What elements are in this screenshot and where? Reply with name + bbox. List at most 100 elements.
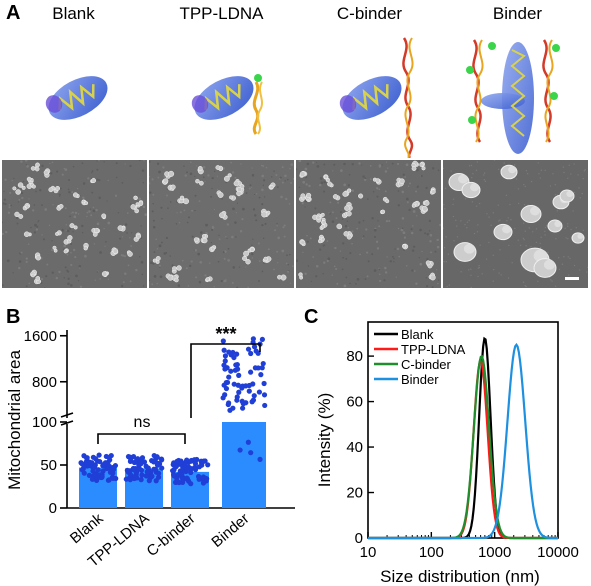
legend-label: C-binder	[401, 357, 452, 372]
sem-aggregate	[458, 174, 468, 184]
data-point	[179, 471, 185, 477]
data-point	[110, 464, 116, 471]
sem-particle	[172, 266, 177, 271]
sem-particle	[332, 194, 339, 200]
sem-particle	[323, 174, 328, 179]
significance-bracket	[190, 343, 261, 418]
data-point	[226, 400, 232, 406]
data-point	[171, 467, 177, 473]
data-point	[250, 336, 256, 342]
series-line-c-binder	[368, 355, 558, 540]
sem-particle	[305, 192, 312, 199]
axis-break-mark	[60, 412, 74, 418]
column-title-c-binder: C-binder	[336, 4, 403, 23]
data-point	[221, 382, 227, 388]
data-point	[138, 461, 144, 467]
sem-particle	[73, 225, 78, 230]
sem-particle	[327, 181, 333, 187]
sem-particle	[215, 165, 221, 170]
axis-break-mark	[60, 420, 74, 426]
sem-particle	[197, 166, 203, 171]
sem-particle	[229, 195, 234, 200]
sem-particle	[163, 178, 169, 184]
sem-particle	[81, 199, 86, 204]
sem-particle	[130, 204, 136, 210]
data-point	[243, 400, 249, 406]
sem-particle	[411, 166, 417, 172]
data-point	[256, 389, 263, 395]
data-point	[184, 475, 190, 481]
sem-particle	[52, 245, 57, 250]
data-point	[95, 467, 101, 473]
sem-aggregate	[577, 233, 584, 239]
legend-label: Binder	[401, 372, 439, 387]
data-point	[174, 458, 180, 464]
sem-particle	[237, 186, 243, 193]
column-title-tpp-ldna: TPP-LDNA	[179, 4, 264, 23]
sem-particle	[15, 189, 21, 195]
bar-binder	[222, 422, 266, 508]
data-point	[262, 402, 268, 409]
data-point	[248, 369, 254, 375]
data-point	[91, 464, 98, 470]
legend-label: TPP-LDNA	[401, 342, 466, 357]
sem-particle	[227, 173, 232, 178]
data-point	[239, 385, 245, 391]
panel-a-letter: A	[6, 2, 21, 24]
data-point	[184, 457, 190, 463]
data-point	[233, 362, 239, 368]
sem-particle	[320, 224, 326, 229]
sem-particle	[127, 251, 133, 257]
sem-particle	[243, 250, 249, 257]
data-point	[240, 405, 246, 411]
data-point	[174, 475, 180, 482]
sem-particle	[320, 212, 325, 217]
data-point	[195, 473, 202, 480]
data-point	[86, 472, 92, 478]
sem-aggregate	[530, 206, 540, 216]
sem-particle	[431, 189, 436, 195]
data-point	[200, 459, 206, 465]
data-point	[234, 394, 240, 400]
data-point	[259, 365, 265, 371]
sem-particle	[346, 210, 352, 217]
sem-aggregate	[470, 183, 480, 192]
sem-particle	[174, 277, 179, 283]
x-tick-label: 10000	[537, 544, 579, 561]
sem-particle	[31, 184, 36, 189]
y-tick-label: 0	[49, 500, 57, 517]
size-distribution-chart: Intensity (%) Size distribution (nm) 10 1…	[315, 321, 579, 586]
data-point	[156, 470, 162, 476]
data-point	[106, 454, 112, 460]
sem-particle	[429, 274, 436, 281]
data-point	[205, 462, 211, 468]
data-point	[93, 456, 99, 462]
sem-particle	[239, 183, 245, 189]
data-point	[138, 477, 144, 483]
data-point	[258, 372, 264, 378]
data-point	[124, 467, 130, 473]
sem-aggregate	[508, 166, 517, 174]
sem-particle	[14, 211, 20, 218]
data-point	[250, 381, 256, 387]
sem-particle	[385, 199, 390, 204]
category-label: Blank	[67, 510, 107, 547]
y-tick-label: 20	[346, 485, 363, 502]
sem-particle	[425, 260, 431, 266]
y-axis-label: Intensity (%)	[315, 393, 334, 487]
sem-particle	[205, 277, 210, 282]
sem-particle	[58, 203, 64, 209]
sem-particle	[23, 231, 30, 238]
x-tick-label: 1000	[478, 544, 511, 561]
data-point	[151, 466, 157, 472]
data-point	[159, 457, 165, 463]
binder-assembly	[466, 39, 560, 154]
data-point	[159, 465, 165, 471]
data-point	[251, 344, 258, 350]
data-point	[236, 372, 242, 378]
data-point	[227, 407, 233, 413]
short-dna-strand	[252, 74, 263, 135]
sem-particle	[84, 201, 89, 206]
mitochondrion-c-binder	[339, 76, 402, 120]
